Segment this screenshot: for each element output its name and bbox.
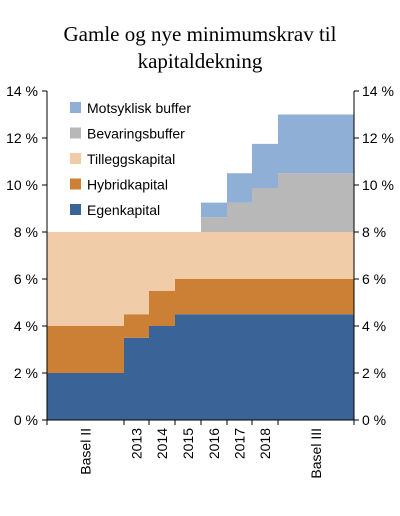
legend-label-bevaringsbuffer: Bevaringsbuffer bbox=[87, 126, 185, 142]
x-tick-label-2017: 2017 bbox=[232, 428, 248, 459]
legend-label-tilleggskapital: Tilleggskapital bbox=[87, 151, 175, 167]
x-tick-label-2018: 2018 bbox=[257, 428, 273, 459]
x-tick-label-2014: 2014 bbox=[154, 428, 170, 459]
series-area-motsyklisk-buffer bbox=[47, 114, 354, 232]
y-tick-label-left-14: 14 % bbox=[6, 83, 38, 99]
legend-swatch-motsyklisk-buffer bbox=[70, 102, 81, 113]
y-tick-label-right-12: 12 % bbox=[362, 130, 394, 146]
series-area-bevaringsbuffer bbox=[47, 173, 354, 232]
y-tick-label-left-0: 0 % bbox=[14, 412, 38, 428]
x-tick-label-2013: 2013 bbox=[129, 428, 145, 459]
x-tick-label-basel-iii: Basel III bbox=[308, 428, 324, 479]
x-tick-label-basel-ii: Basel II bbox=[78, 428, 94, 475]
y-tick-label-right-4: 4 % bbox=[362, 318, 386, 334]
y-tick-label-left-4: 4 % bbox=[14, 318, 38, 334]
y-tick-label-left-8: 8 % bbox=[14, 224, 38, 240]
legend-swatch-hybridkapital bbox=[70, 178, 81, 190]
y-tick-label-left-2: 2 % bbox=[14, 365, 38, 381]
series-area-egenkapital bbox=[47, 314, 354, 420]
y-tick-label-left-10: 10 % bbox=[6, 177, 38, 193]
legend-swatch-bevaringsbuffer bbox=[70, 127, 81, 139]
legend-swatch-tilleggskapital bbox=[70, 153, 81, 164]
y-tick-label-right-6: 6 % bbox=[362, 271, 386, 287]
y-tick-label-right-0: 0 % bbox=[362, 412, 386, 428]
chart-title-line-1: Gamle og nye minimumskrav til bbox=[63, 22, 337, 46]
y-tick-label-left-6: 6 % bbox=[14, 271, 38, 287]
y-tick-label-right-2: 2 % bbox=[362, 365, 386, 381]
chart-title-line-2: kapitaldekning bbox=[137, 49, 263, 73]
y-tick-label-left-12: 12 % bbox=[6, 130, 38, 146]
series-area-hybridkapital bbox=[47, 279, 354, 373]
legend-label-hybridkapital: Hybridkapital bbox=[87, 177, 168, 193]
series-area-tilleggskapital bbox=[47, 232, 354, 326]
x-tick-label-2015: 2015 bbox=[180, 428, 196, 459]
legend-label-motsyklisk-buffer: Motsyklisk buffer bbox=[87, 100, 191, 116]
legend-label-egenkapital: Egenkapital bbox=[87, 202, 160, 218]
y-tick-label-right-14: 14 % bbox=[362, 83, 394, 99]
legend-swatch-egenkapital bbox=[70, 204, 81, 215]
y-tick-label-right-8: 8 % bbox=[362, 224, 386, 240]
y-tick-label-right-10: 10 % bbox=[362, 177, 394, 193]
x-tick-label-2016: 2016 bbox=[206, 428, 222, 459]
